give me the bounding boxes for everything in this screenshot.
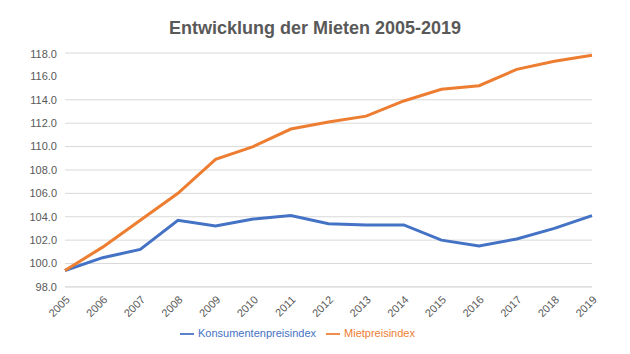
svg-text:2007: 2007 — [121, 293, 147, 319]
svg-text:110.0: 110.0 — [30, 140, 57, 152]
svg-text:2015: 2015 — [423, 293, 449, 319]
svg-text:2018: 2018 — [535, 293, 561, 319]
svg-text:106.0: 106.0 — [29, 187, 57, 199]
svg-text:2009: 2009 — [197, 293, 223, 319]
svg-text:2016: 2016 — [460, 293, 486, 319]
svg-text:2019: 2019 — [573, 293, 599, 319]
svg-text:2011: 2011 — [273, 293, 298, 318]
svg-text:108.0: 108.0 — [29, 164, 57, 176]
svg-text:102.0: 102.0 — [29, 234, 57, 246]
svg-text:112.0: 112.0 — [30, 117, 57, 129]
html-text:Konsumentenpreisindex: Konsumentenpreisindex — [198, 326, 316, 339]
svg-text:98.0: 98.0 — [36, 281, 57, 293]
svg-text:104.0: 104.0 — [29, 211, 57, 223]
svg-text:118.0: 118.0 — [30, 48, 57, 60]
svg-text:114.0: 114.0 — [30, 94, 57, 106]
svg-text:2017: 2017 — [498, 293, 524, 319]
svg-text:2012: 2012 — [310, 293, 336, 319]
html-text:Entwicklung der Mieten 2005-20: Entwicklung der Mieten 2005-2019 — [168, 18, 461, 38]
svg-text:2005: 2005 — [46, 293, 72, 319]
svg-text:116.0: 116.0 — [30, 70, 57, 82]
svg-text:2010: 2010 — [234, 293, 260, 319]
html-text:Mietpreisindex: Mietpreisindex — [344, 326, 415, 339]
svg-text:2014: 2014 — [385, 293, 411, 319]
svg-text:2006: 2006 — [84, 293, 110, 319]
svg-text:100.0: 100.0 — [29, 257, 57, 269]
svg-text:2013: 2013 — [347, 293, 373, 319]
svg-text:2008: 2008 — [159, 293, 185, 319]
